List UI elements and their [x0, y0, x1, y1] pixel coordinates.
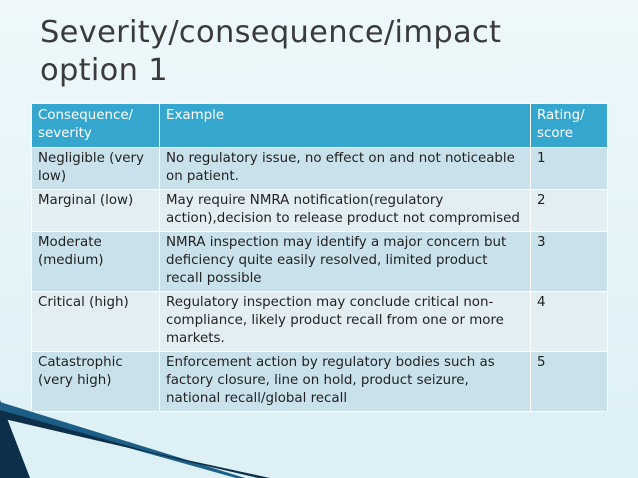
severity-cell: Catastrophic (very high): [31, 351, 160, 412]
severity-table: Consequence/ severity Example Rating/ sc…: [31, 103, 608, 412]
title-line-1: Severity/consequence/impact: [40, 15, 502, 50]
example-cell: NMRA inspection may identify a major con…: [159, 231, 531, 292]
example-cell: May require NMRA notification(regulatory…: [159, 189, 531, 232]
severity-cell: Moderate (medium): [31, 231, 160, 292]
header-row: Consequence/ severity Example Rating/ sc…: [31, 103, 608, 148]
example-cell: No regulatory issue, no effect on and no…: [159, 147, 531, 190]
header-score: Rating/ score: [530, 103, 608, 148]
score-cell: 4: [530, 291, 608, 352]
table-row: Critical (high) Regulatory inspection ma…: [31, 291, 608, 352]
score-cell: 3: [530, 231, 608, 292]
severity-cell: Negligible (very low): [31, 147, 160, 190]
example-cell: Regulatory inspection may conclude criti…: [159, 291, 531, 352]
table-row: Moderate (medium) NMRA inspection may id…: [31, 231, 608, 292]
score-cell: 1: [530, 147, 608, 190]
table-row: Negligible (very low) No regulatory issu…: [31, 147, 608, 190]
score-cell: 5: [530, 351, 608, 412]
title-line-2: option 1: [40, 53, 168, 88]
severity-cell: Marginal (low): [31, 189, 160, 232]
example-cell: Enforcement action by regulatory bodies …: [159, 351, 531, 412]
header-example: Example: [159, 103, 531, 148]
severity-cell: Critical (high): [31, 291, 160, 352]
slide-title: Severity/consequence/impact option 1: [40, 14, 501, 90]
table-row: Marginal (low) May require NMRA notifica…: [31, 189, 608, 232]
table-row: Catastrophic (very high) Enforcement act…: [31, 351, 608, 412]
score-cell: 2: [530, 189, 608, 232]
header-severity: Consequence/ severity: [31, 103, 160, 148]
